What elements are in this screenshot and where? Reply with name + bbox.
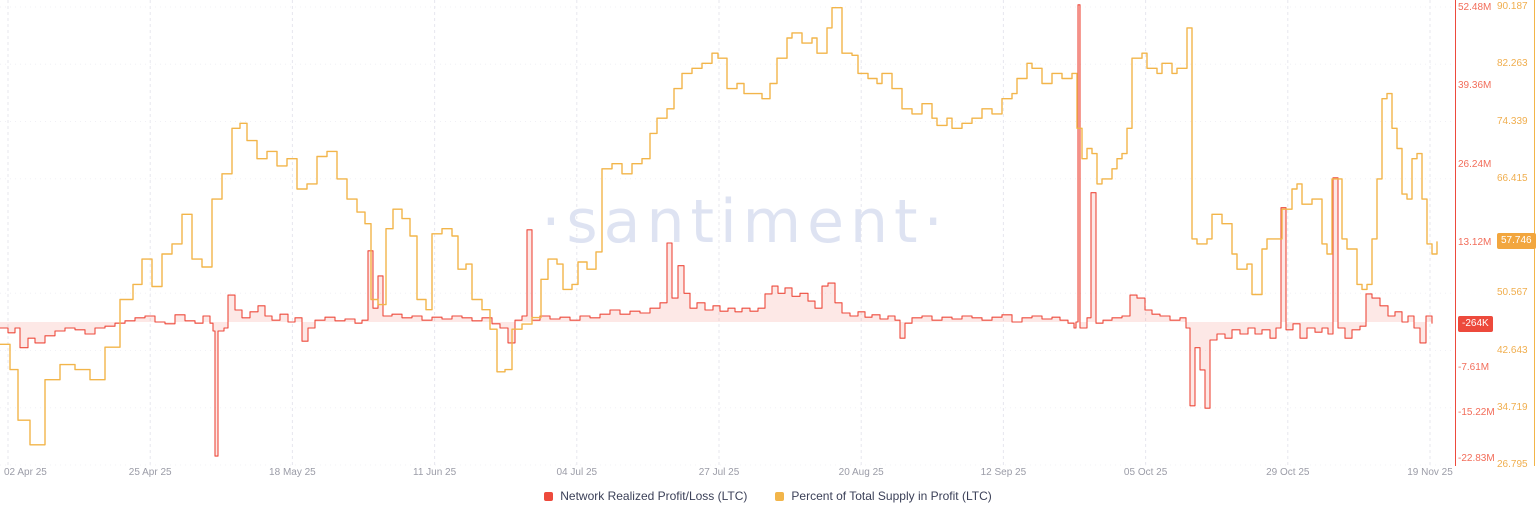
x-axis-tick-label: 18 May 25: [269, 467, 316, 478]
legend: Network Realized Profit/Loss (LTC) Perce…: [0, 489, 1536, 503]
x-axis-tick-label: 27 Jul 25: [698, 467, 740, 478]
y-axis-tick-label: 26.795: [1497, 459, 1528, 471]
y-axis-tick-label: 82.263: [1497, 58, 1528, 70]
x-axis-tick-label: 25 Apr 25: [128, 467, 172, 478]
x-axis-tick-label: 20 Aug 25: [838, 467, 884, 478]
legend-item-percent-supply-in-profit[interactable]: Percent of Total Supply in Profit (LTC): [775, 489, 992, 503]
legend-swatch-red-icon: [544, 491, 554, 501]
x-axis: 02 Apr 25 25 Apr 25 18 May 25 11 Jun 25 04 J…: [0, 467, 1456, 481]
legend-item-network-realized-profit-loss[interactable]: Network Realized Profit/Loss (LTC): [544, 489, 747, 503]
y-axis-tick-label: 34.719: [1497, 401, 1528, 413]
x-axis-tick-label: 04 Jul 25: [556, 467, 598, 478]
y-axis-tick-label: 39.36M: [1458, 80, 1492, 92]
y-axis-tick-label: -7.61M: [1458, 361, 1490, 373]
series-line-percent-of-total-supply-in-profit-ltc[interactable]: [0, 7, 1438, 446]
y-axis-tick-label: 26.24M: [1458, 158, 1492, 170]
legend-label-network-realized-profit-loss: Network Realized Profit/Loss (LTC): [560, 489, 748, 503]
yellow-y-axis: 90.187 82.263 74.339 66.415 50.567 42.643 34.7…: [1497, 0, 1536, 470]
x-axis-tick-label: 02 Apr 25: [4, 467, 47, 478]
legend-swatch-yellow-icon: [775, 491, 785, 501]
y-axis-tick-label: 50.567: [1497, 287, 1528, 299]
x-axis-tick-label: 05 Oct 25: [1123, 467, 1168, 478]
legend-label-percent-supply-in-profit: Percent of Total Supply in Profit (LTC): [791, 489, 992, 503]
red-y-axis: 52.48M 39.36M 26.24M 13.12M -7.61M -15.22M -22…: [1458, 0, 1495, 466]
y-axis-tick-label: -22.83M: [1458, 452, 1495, 464]
y-axis-tick-label: -15.22M: [1458, 407, 1495, 419]
chart-plot[interactable]: [0, 0, 1456, 466]
x-axis-tick-label: 19 Nov 25: [1407, 467, 1453, 478]
x-axis-tick-label: 29 Oct 25: [1266, 467, 1310, 478]
x-axis-tick-label: 11 Jun 25: [413, 467, 457, 478]
y-axis-tick-label: 52.48M: [1458, 1, 1492, 13]
y-axis-tick-label: 42.643: [1497, 344, 1528, 356]
y-axis-tick-label: 90.187: [1497, 1, 1528, 13]
axis-current-value-badge: 57.746: [1497, 233, 1536, 250]
red-axis-line: [1455, 0, 1456, 466]
x-axis-tick-label: 12 Sep 25: [980, 467, 1027, 478]
y-axis-tick-label: 13.12M: [1458, 237, 1492, 249]
y-axis-tick-label: 74.339: [1497, 115, 1528, 127]
yellow-axis-line: [1534, 0, 1535, 466]
axis-current-value-badge: -264K: [1458, 315, 1493, 332]
series-line-network-realized-profit-loss-ltc[interactable]: [0, 4, 1433, 457]
y-axis-tick-label: 66.415: [1497, 172, 1528, 184]
